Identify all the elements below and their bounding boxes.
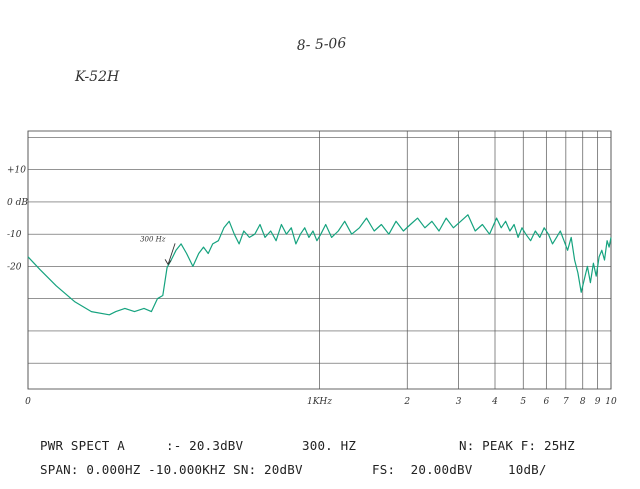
y-tick-label: -20 xyxy=(7,262,22,272)
x-tick-label: 1KHz xyxy=(307,397,332,407)
y-tick-labels: +10 0 dB -10 -20 xyxy=(7,166,28,273)
y-tick-label: +10 xyxy=(7,166,26,176)
readout-span: SPAN: 0.000HZ -10.000KHZ SN: 20dBV xyxy=(40,462,303,477)
marker-arrowhead xyxy=(164,259,172,266)
grid xyxy=(27,130,612,390)
x-tick-label: 6 xyxy=(543,397,549,407)
readout-level: :- 20.3dBV xyxy=(166,438,244,453)
date-annotation: 8- 5-06 xyxy=(296,35,346,54)
x-tick-label: 8 xyxy=(580,397,586,407)
x-tick-label: 3 xyxy=(456,397,462,407)
x-tick-label: 0 xyxy=(25,397,31,407)
readout-peak: N: PEAK F: 25HZ xyxy=(459,438,575,453)
x-tick-label: 9 xyxy=(595,397,601,407)
readout-scale: 10dB/ xyxy=(508,462,547,477)
x-tick-label: 4 xyxy=(491,397,498,407)
marker-label: 300 Hz xyxy=(140,235,166,243)
x-tick-label: 7 xyxy=(563,397,569,407)
spectrum-trace xyxy=(27,214,612,316)
readout-frequency: 300. HZ xyxy=(302,438,357,453)
x-tick-label: 5 xyxy=(520,397,526,407)
marker-arrow xyxy=(167,243,176,265)
marker-annotation: 300 Hz xyxy=(140,235,176,266)
readout-fullscale: FS: 20.00dBV xyxy=(372,462,473,477)
readout-title: PWR SPECT A xyxy=(40,438,125,453)
y-tick-label: -10 xyxy=(7,230,22,240)
x-tick-label: 10 xyxy=(605,397,617,407)
y-tick-label: 0 dB xyxy=(7,198,28,208)
sample-label: K-52H xyxy=(74,69,120,85)
x-tick-label: 2 xyxy=(403,397,410,407)
x-tick-labels: 0 1KHz 2 3 4 5 6 7 8 9 10 xyxy=(25,397,617,407)
